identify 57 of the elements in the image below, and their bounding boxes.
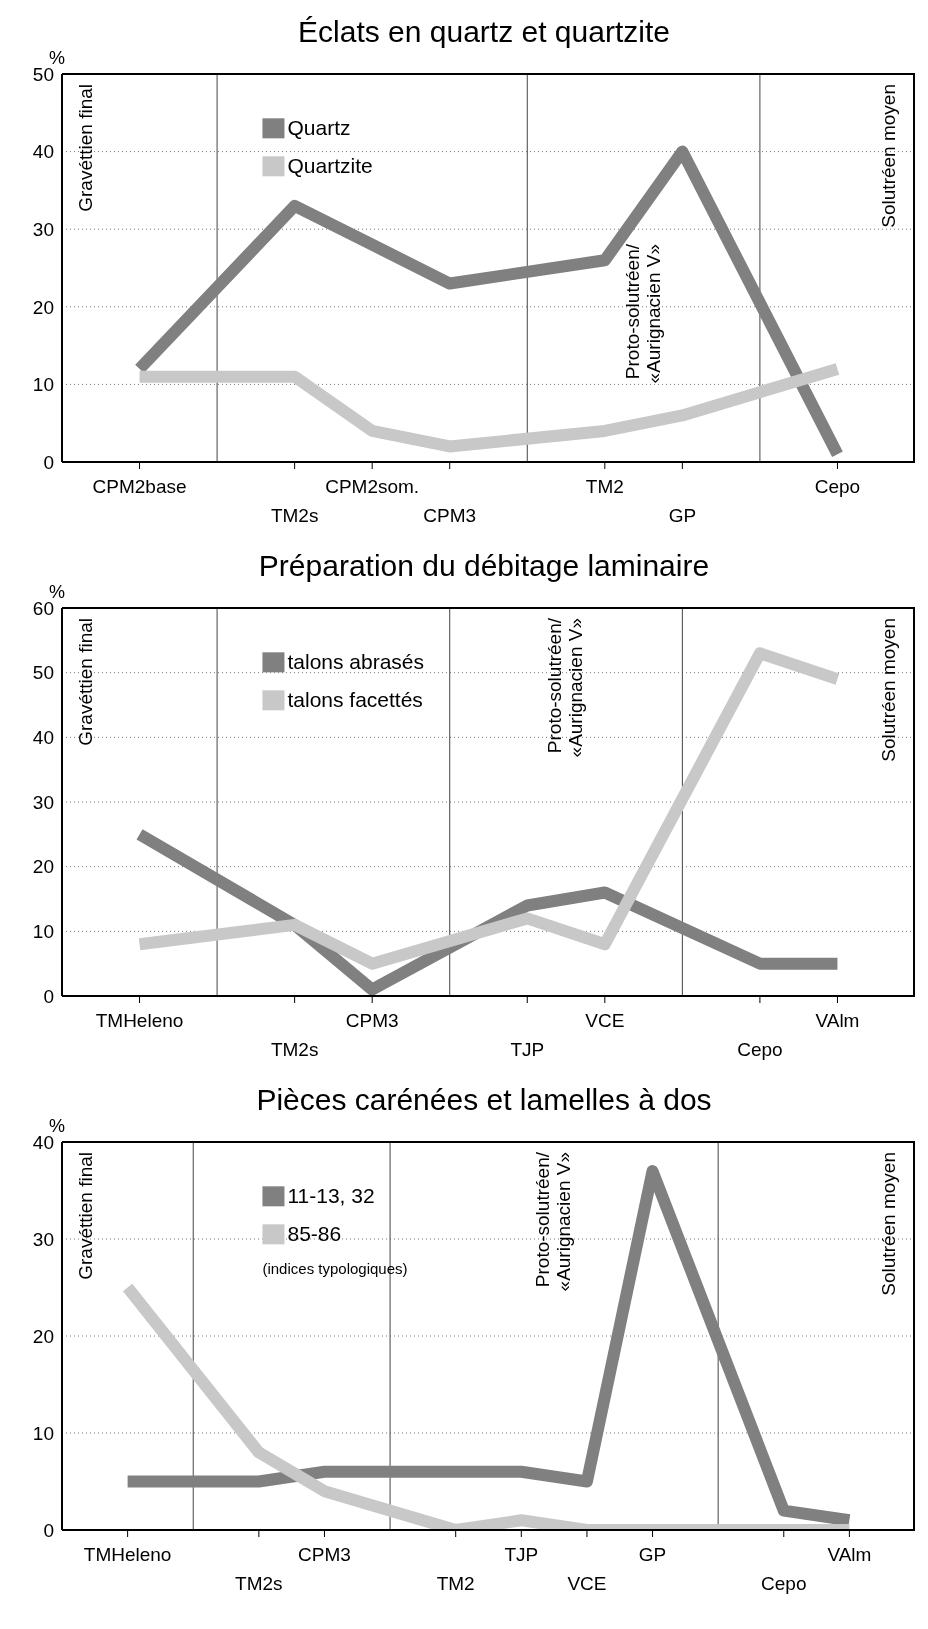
- x-tick-label: Cepo: [737, 1039, 783, 1060]
- annotation: Gravéttien final: [74, 84, 96, 212]
- y-tick-label: 0: [43, 1519, 54, 1541]
- y-tick-label: 10: [32, 1422, 54, 1444]
- x-tick-label: VAlm: [827, 1544, 872, 1565]
- x-tick-label: TM2: [436, 1573, 475, 1594]
- x-tick-label: CPM2base: [92, 476, 187, 497]
- annotation: Gravéttien final: [74, 618, 96, 746]
- x-tick-label: Cepo: [814, 476, 861, 497]
- annotation: Proto-solutréen/ «Aurignacien V»: [621, 243, 664, 384]
- y-tick-label: 30: [32, 1228, 54, 1250]
- y-tick-label: 40: [32, 141, 54, 163]
- x-tick-label: TM2s: [235, 1573, 283, 1594]
- x-tick-label: CPM3: [298, 1544, 351, 1565]
- legend-label: 85-86: [287, 1222, 342, 1246]
- y-tick-label: 20: [32, 856, 54, 878]
- x-tick-label: GP: [668, 505, 697, 526]
- y-tick-label: 50: [32, 662, 54, 684]
- x-tick-label: CPM3: [345, 1010, 399, 1031]
- annotation: Gravéttien final: [74, 1152, 96, 1280]
- annotation: Solutréen moyen: [877, 1152, 899, 1296]
- x-tick-label: VCE: [585, 1010, 625, 1031]
- x-tick-label: TJP: [510, 1039, 545, 1060]
- annotation: Solutréen moyen: [877, 618, 899, 762]
- annotation: Solutréen moyen: [877, 84, 899, 228]
- x-tick-label: TM2s: [270, 1039, 319, 1060]
- x-tick-label: VCE: [567, 1573, 607, 1594]
- chart-title: Éclats en quartz et quartzite: [298, 15, 670, 48]
- y-tick-label: 10: [32, 374, 54, 396]
- legend-label: talons facettés: [287, 688, 423, 712]
- y-tick-label: 10: [32, 921, 54, 943]
- annotation: Proto-solutréen/ «Aurignacien V»: [532, 1151, 575, 1292]
- y-tick-label: 0: [43, 451, 54, 473]
- x-tick-label: VAlm: [815, 1010, 860, 1031]
- y-tick-label: 30: [32, 218, 54, 240]
- x-tick-label: CPM3: [423, 505, 477, 526]
- legend-label: 11-13, 32: [287, 1184, 375, 1208]
- x-tick-label: Cepo: [761, 1573, 807, 1594]
- x-tick-label: TMHeleno: [95, 1010, 184, 1031]
- legend-label: Quartzite: [287, 154, 373, 178]
- annotation: Proto-solutréen/ «Aurignacien V»: [544, 617, 587, 758]
- x-tick-label: TMHeleno: [83, 1544, 172, 1565]
- x-tick-label: TM2s: [270, 505, 319, 526]
- chart-title: Pièces carénées et lamelles à dos: [256, 1083, 712, 1116]
- y-tick-label: 0: [43, 985, 54, 1007]
- x-tick-label: TJP: [504, 1544, 539, 1565]
- x-tick-label: CPM2som.: [325, 476, 420, 497]
- y-tick-label: 20: [32, 296, 54, 318]
- legend-label: Quartz: [287, 116, 351, 140]
- legend-label: talons abrasés: [287, 650, 425, 674]
- x-tick-label: GP: [638, 1544, 667, 1565]
- y-tick-label: 40: [32, 727, 54, 749]
- x-tick-label: TM2: [585, 476, 624, 497]
- y-tick-label: 30: [32, 791, 54, 813]
- chart-title: Préparation du débitage laminaire: [258, 549, 710, 582]
- y-tick-label: 20: [32, 1325, 54, 1347]
- annotation: (indices typologiques): [262, 1260, 408, 1278]
